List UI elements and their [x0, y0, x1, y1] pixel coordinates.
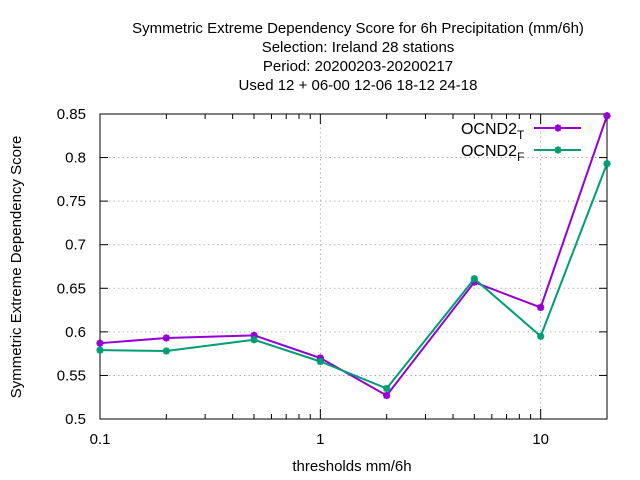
y-tick-label: 0.85	[57, 106, 86, 123]
axis-ticks	[99, 113, 607, 420]
title-line-3: Period: 20200203-20200217	[263, 58, 453, 75]
x-tick-label: 0.1	[90, 431, 111, 448]
data-point	[316, 357, 324, 366]
series-lines	[96, 112, 611, 400]
data-point	[603, 160, 611, 168]
data-point	[162, 334, 170, 342]
data-point	[603, 112, 611, 120]
y-tick-label: 0.65	[57, 280, 86, 297]
legend-marker	[554, 124, 562, 132]
legend-item-2: OCND2 F	[461, 143, 581, 164]
x-tick-label: 10	[532, 431, 549, 448]
y-tick-label: 0.7	[65, 237, 86, 254]
data-point	[96, 346, 104, 354]
data-point	[383, 384, 391, 393]
chart-title: Symmetric Extreme Dependency Score for 6…	[132, 20, 584, 94]
legend-subscript: F	[517, 150, 524, 164]
legend-label: OCND2	[461, 121, 517, 138]
data-point	[537, 332, 545, 340]
plot-frame	[99, 113, 608, 420]
data-point	[250, 336, 258, 344]
legend-marker	[554, 146, 562, 154]
title-line-1: Symmetric Extreme Dependency Score for 6…	[132, 20, 584, 37]
y-tick-label: 0.6	[65, 324, 86, 341]
series-line-2	[99, 163, 608, 390]
title-line-2: Selection: Ireland 28 stations	[262, 39, 455, 56]
x-tick-label: 1	[316, 431, 324, 448]
legend-item-1: OCND2 T	[461, 121, 581, 142]
data-point	[96, 339, 104, 347]
legend-subscript: T	[517, 128, 525, 142]
data-point	[383, 391, 391, 400]
y-axis-label: Symmetric Extreme Dependency Score	[8, 136, 25, 399]
y-tick-label: 0.75	[57, 193, 86, 210]
grid	[100, 114, 607, 419]
y-tick-label: 0.8	[65, 150, 86, 167]
data-point	[162, 347, 170, 355]
y-tick-label: 0.5	[65, 411, 86, 428]
title-line-4: Used 12 + 06-00 12-06 18-12 24-18	[239, 77, 478, 94]
y-tick-label: 0.55	[57, 367, 86, 384]
tick-labels: 0.5 0.55 0.6 0.65 0.7 0.75 0.8 0.85 0.1 1 10	[57, 106, 549, 448]
x-axis-label: thresholds mm/6h	[292, 458, 411, 475]
legend-label: OCND2	[461, 143, 517, 160]
series-line-1	[99, 115, 608, 397]
data-point	[537, 303, 545, 312]
data-point	[470, 275, 478, 283]
